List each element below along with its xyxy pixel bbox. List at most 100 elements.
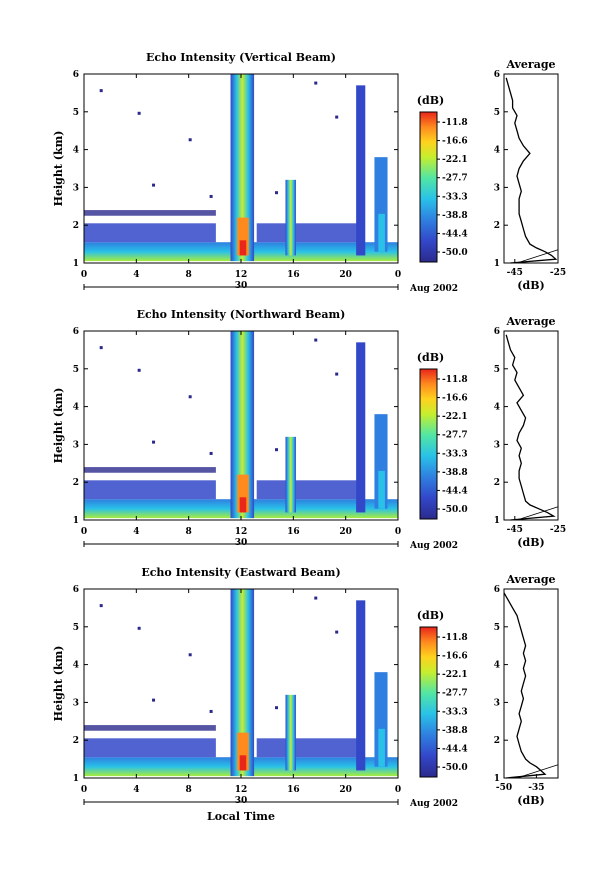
average-y-tick-label: 5 [494,108,500,118]
x-tick-label: 0 [395,785,401,795]
average-frame [503,588,559,779]
average-x-tick-label: -50 [496,783,512,793]
average-y-tick-label: 2 [494,478,500,488]
y-tick-label: 3 [73,183,79,193]
colorbar-tick-label: -27.7 [442,174,468,184]
colorbar-tick-label: -22.1 [442,155,468,165]
upper-layer [84,210,216,216]
boundary-layer [84,738,216,758]
colorbar-unit: (dB) [417,94,444,107]
colorbar-tick-label: -44.4 [442,229,468,239]
x-tick-label: 16 [287,270,300,280]
storm-core [237,732,249,771]
average-y-tick-label: 6 [494,70,500,80]
secondary-cell [285,694,296,771]
echo-speck [275,191,279,195]
boundary-layer [84,480,216,500]
y-tick-label: 2 [73,478,79,488]
storm-core-peak [239,755,247,771]
storm-column [230,331,255,519]
colorbar-tick-label: -16.6 [442,652,468,662]
average-y-tick-label: 5 [494,623,500,633]
x-tick-label: 16 [287,785,300,795]
average-x-tick-label: -45 [507,268,523,278]
x-tick-label: 20 [339,785,352,795]
date-day: 30 [235,281,248,291]
y-tick-label: 6 [73,585,79,595]
echo-speck [335,115,339,119]
boundary-layer [84,223,216,243]
y-tick-label: 2 [73,736,79,746]
average-y-tick-label: 1 [494,516,500,526]
colorbar-tick-label: -38.8 [442,468,468,478]
y-tick-label: 4 [73,403,79,413]
y-tick-label: 5 [73,365,79,375]
y-tick-label: 4 [73,661,79,671]
echo-speck [314,81,318,85]
average-x-tick-label: -25 [550,268,566,278]
x-tick-label: 12 [235,527,248,537]
colorbar-tick-label: -22.1 [442,670,468,680]
x-tick-label: 12 [235,270,248,280]
average-profile-line [505,334,556,521]
average-y-tick-label: 4 [494,403,500,413]
colorbar-tick-label: -33.3 [442,707,468,717]
echo-speck [209,709,213,713]
storm-core [237,217,249,256]
average-y-tick-label: 6 [494,327,500,337]
average-x-label: (dB) [517,794,544,807]
x-tick-label: 4 [133,785,139,795]
echo-speck [99,346,103,350]
x-tick-label: 4 [133,270,139,280]
average-y-tick-label: 5 [494,365,500,375]
date-month: Aug 2002 [409,799,458,809]
x-tick-label: 0 [81,527,87,537]
echo-speck [188,395,192,399]
average-y-tick-label: 3 [494,698,500,708]
average-title: Average [505,573,555,586]
x-tick-label: 20 [339,270,352,280]
late-cell [356,342,366,513]
y-tick-label: 2 [73,221,79,231]
echo-speck [314,596,318,600]
colorbar-tick-label: -50.0 [442,248,468,258]
boundary-layer [256,738,358,758]
x-tick-label: 0 [81,785,87,795]
x-tick-label: 12 [235,785,248,795]
colorbar-tick-label: -50.0 [442,505,468,515]
chart-title: Echo Intensity (Northward Beam) [137,308,346,321]
average-y-tick-label: 4 [494,146,500,156]
chart-title: Echo Intensity (Eastward Beam) [141,566,340,579]
late-cell [356,600,366,771]
x-tick-label: 16 [287,527,300,537]
average-reference-line [516,249,559,264]
colorbar-unit: (dB) [417,609,444,622]
x-tick-label: 0 [395,270,401,280]
average-x-tick-label: -25 [550,525,566,535]
average-reference-line [516,764,559,779]
echo-speck [137,368,141,372]
chart-title: Echo Intensity (Vertical Beam) [146,51,336,64]
average-y-tick-label: 1 [494,774,500,784]
colorbar-tick-label: -33.3 [442,192,468,202]
date-month: Aug 2002 [409,541,458,551]
y-tick-label: 1 [73,516,79,526]
y-tick-label: 5 [73,623,79,633]
echo-field [84,331,398,519]
late-cell [356,85,366,256]
echo-speck [209,451,213,455]
echo-field [84,589,398,777]
y-tick-label: 1 [73,774,79,784]
boundary-layer [256,480,358,500]
y-tick-label: 1 [73,259,79,269]
boundary-layer [256,223,358,243]
y-tick-label: 3 [73,440,79,450]
colorbar-tick-label: -11.8 [442,375,468,385]
echo-speck [188,653,192,657]
colorbar-unit: (dB) [417,351,444,364]
y-axis-label: Height (km) [52,646,65,722]
x-tick-label: 8 [186,527,192,537]
x-tick-label: 8 [186,270,192,280]
